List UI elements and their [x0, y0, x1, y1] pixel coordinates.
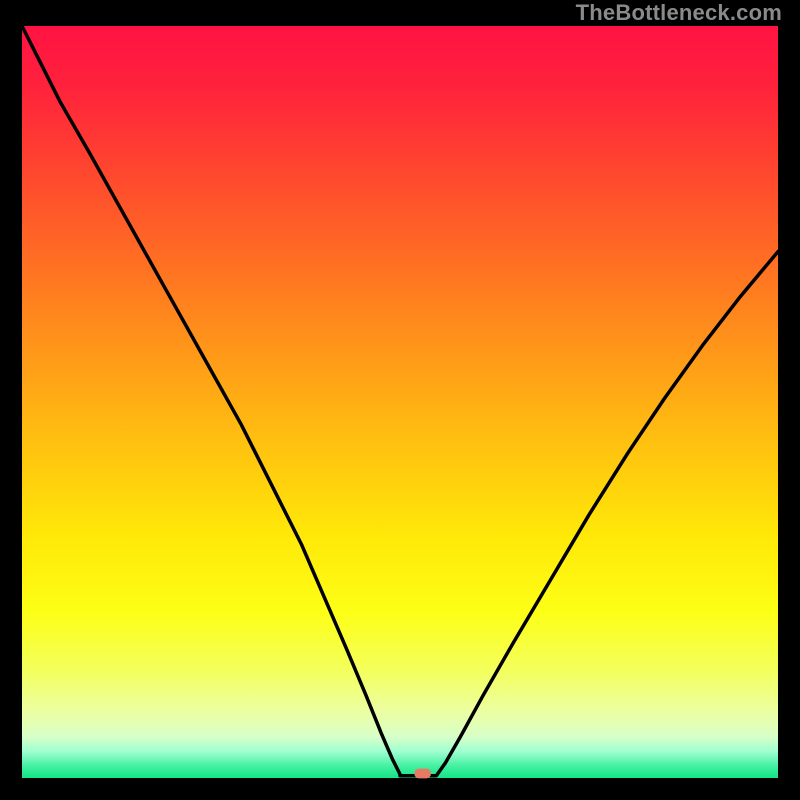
optimum-marker	[414, 769, 431, 779]
watermark-text: TheBottleneck.com	[576, 0, 782, 26]
plot-area-rect	[22, 26, 778, 778]
bottleneck-chart	[0, 0, 800, 800]
